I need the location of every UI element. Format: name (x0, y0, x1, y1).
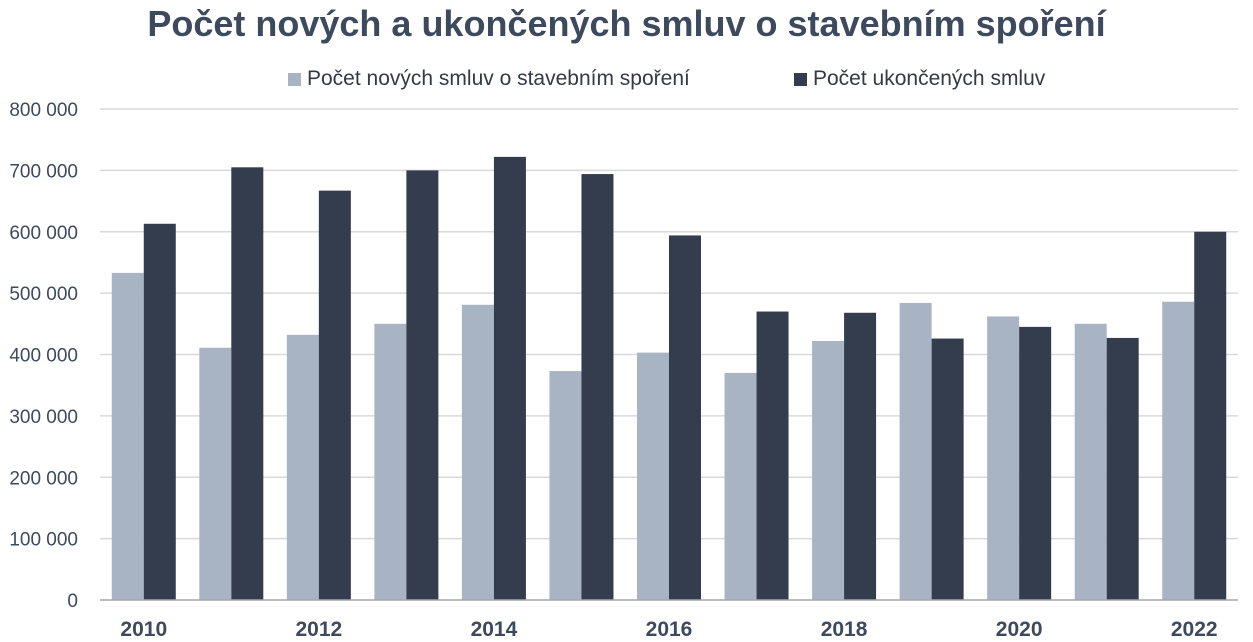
y-tick-label: 400 000 (9, 346, 78, 367)
y-tick-label: 300 000 (9, 407, 78, 428)
bar-terminated-2015 (581, 174, 614, 600)
bar-terminated-2013 (406, 170, 439, 600)
bar-terminated-2017 (756, 311, 789, 600)
x-tick-label: 2014 (471, 618, 518, 641)
bar-terminated-2016 (669, 235, 701, 600)
bar-new-2011 (199, 347, 232, 600)
bar-new-2022 (1162, 301, 1195, 600)
bar-terminated-2022 (1194, 231, 1227, 600)
bars (111, 156, 1227, 601)
bar-terminated-2014 (493, 156, 526, 600)
legend: Počet nových smluv o stavebním spoření P… (0, 66, 1253, 92)
bar-new-2016 (637, 352, 669, 600)
bar-new-2013 (374, 323, 407, 600)
y-tick-label: 500 000 (9, 284, 78, 305)
bar-terminated-2021 (1106, 337, 1139, 600)
legend-swatch-new-contracts (288, 72, 301, 86)
x-tick-label: 2012 (295, 618, 342, 641)
bar-new-2017 (724, 372, 757, 600)
bar-new-2019 (899, 302, 932, 600)
x-tick-label: 2022 (1171, 618, 1218, 641)
legend-item-new-contracts: Počet nových smluv o stavebním spoření (288, 66, 690, 92)
bar-terminated-2011 (231, 167, 264, 600)
legend-swatch-terminated-contracts (794, 72, 807, 86)
x-tick-label: 2016 (646, 618, 693, 641)
legend-label-new-contracts: Počet nových smluv o stavebním spoření (307, 67, 690, 90)
chart-title: Počet nových a ukončených smluv o staveb… (147, 3, 1106, 44)
x-tick-label: 2010 (120, 618, 167, 641)
bar-new-2014 (461, 304, 494, 600)
y-tick-label: 700 000 (9, 161, 78, 182)
legend-item-terminated-contracts: Počet ukončených smluv (794, 66, 1045, 92)
bar-new-2010 (111, 272, 144, 600)
bar-terminated-2020 (1019, 326, 1052, 600)
bar-terminated-2012 (318, 190, 351, 600)
bar-new-2015 (549, 371, 582, 600)
y-tick-label: 200 000 (9, 468, 78, 489)
bar-terminated-2010 (143, 223, 176, 601)
bar-new-2021 (1074, 323, 1107, 600)
bar-new-2018 (812, 340, 845, 600)
y-tick-label: 0 (67, 591, 78, 612)
bar-terminated-2019 (931, 338, 964, 600)
bar-new-2020 (987, 316, 1020, 600)
bar-new-2012 (286, 334, 319, 600)
y-tick-label: 800 000 (9, 100, 78, 121)
legend-label-terminated-contracts: Počet ukončených smluv (813, 67, 1046, 90)
y-tick-label: 600 000 (9, 223, 78, 244)
y-axis-labels: 0 100 000 200 000 300 000 400 000 500 000 600 … (9, 100, 78, 612)
x-axis-labels: 2010 2012 2014 2016 2018 2020 2022 (120, 618, 1217, 641)
x-tick-label: 2020 (996, 618, 1043, 641)
y-tick-label: 100 000 (9, 530, 78, 551)
bar-terminated-2018 (844, 312, 877, 600)
x-tick-label: 2018 (821, 618, 868, 641)
